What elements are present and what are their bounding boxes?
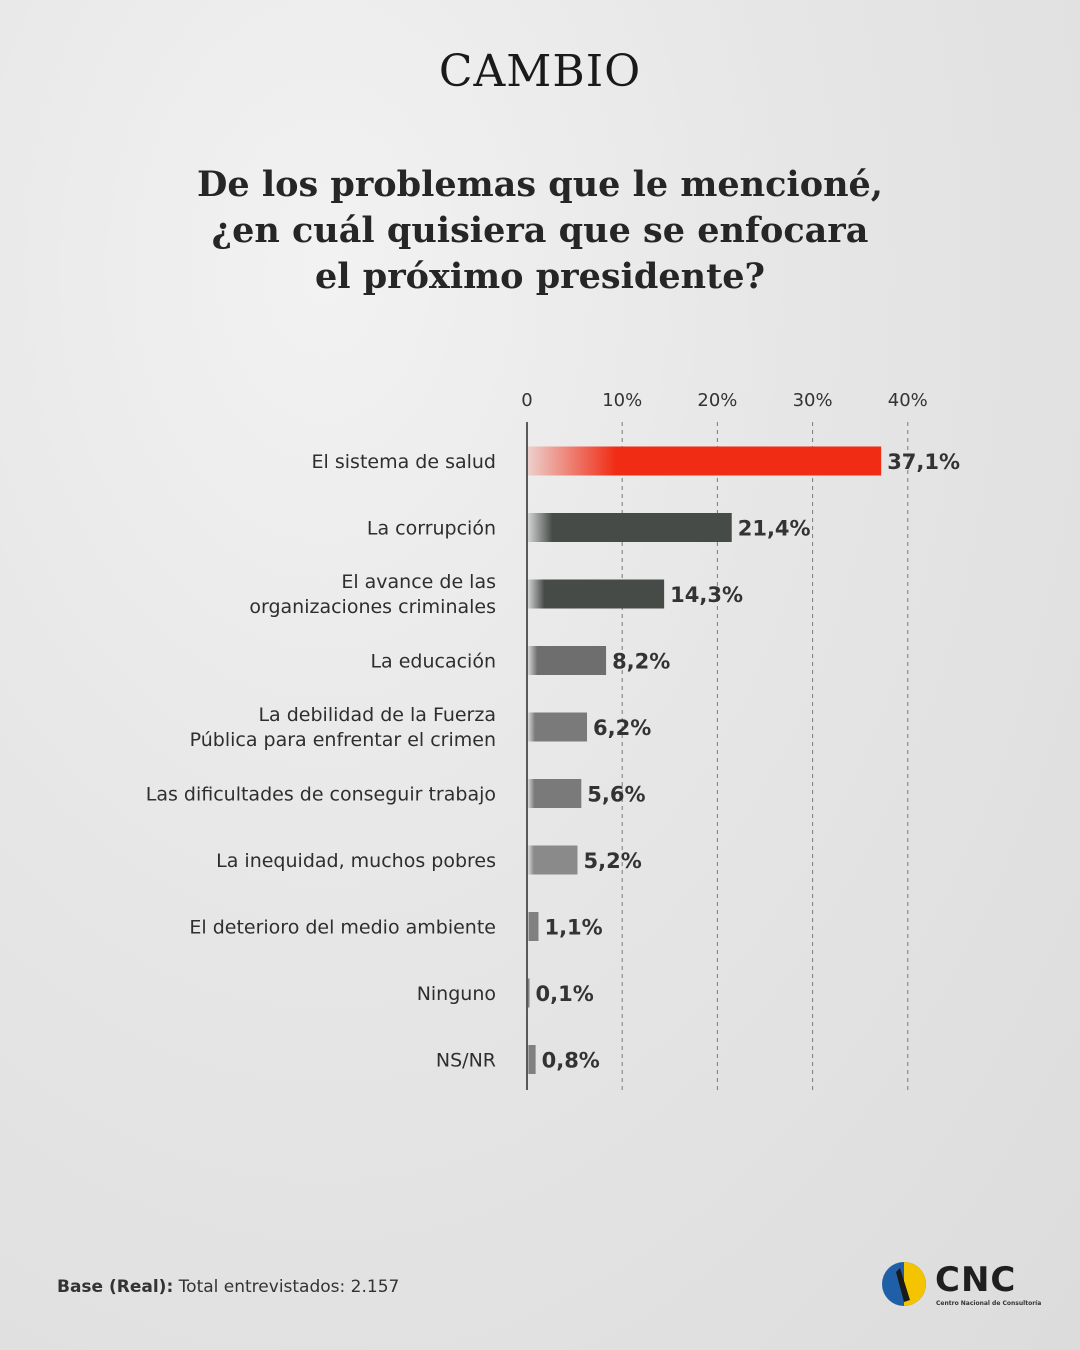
cnc-logo-subtitle: Centro Nacional de Consultoría: [936, 1300, 1042, 1307]
base-footnote: Base (Real): Total entrevistados: 2.157: [57, 1277, 399, 1297]
bar-5: [528, 779, 582, 808]
base-text: Total entrevistados: 2.157: [178, 1277, 400, 1297]
cnc-logo-name: CNC: [935, 1260, 1017, 1300]
x-tick-label-4: 40%: [888, 390, 928, 411]
category-label-2: El avance de las organizaciones criminale…: [249, 571, 496, 618]
bar-9: [528, 1045, 536, 1074]
title-line-2: ¿en cuál quisiera que se enfocara: [211, 210, 869, 251]
value-label-3: 8,2%: [612, 650, 670, 674]
bar-3: [528, 646, 607, 675]
base-label: Base (Real):: [57, 1277, 174, 1297]
category-label-9: NS/NR: [436, 1050, 496, 1072]
bar-chart: 0 10% 20% 30% 40% 37,1% El sistema de salud 21,…: [146, 390, 960, 1090]
bar-1: [528, 513, 732, 542]
chart-title: De los problemas que le mencioné, ¿en cu…: [140, 162, 940, 300]
bar-8: [528, 978, 530, 1008]
brand-logo-text: CAMBIO: [438, 46, 642, 97]
bar-4: [528, 712, 588, 742]
value-label-1: 21,4%: [738, 517, 811, 541]
category-label-6: La inequidad, muchos pobres: [216, 850, 496, 872]
x-tick-label-2: 20%: [697, 390, 737, 411]
category-label-1: La corrupción: [367, 518, 496, 540]
category-label-8: Ninguno: [417, 983, 496, 1005]
category-label-0: El sistema de salud: [312, 451, 496, 473]
bar-7: [528, 912, 539, 941]
bar-6: [528, 845, 578, 875]
value-label-6: 5,2%: [584, 849, 642, 873]
value-label-9: 0,8%: [542, 1049, 600, 1073]
category-label-7: El deterioro del medio ambiente: [189, 917, 496, 939]
bar-0: [528, 446, 882, 476]
value-label-5: 5,6%: [587, 783, 645, 807]
cnc-emblem-icon: [882, 1262, 926, 1306]
category-label-5: Las dificultades de conseguir trabajo: [146, 784, 496, 806]
x-tick-label-1: 10%: [602, 390, 642, 411]
x-tick-label-3: 30%: [793, 390, 833, 411]
value-label-8: 0,1%: [536, 982, 594, 1006]
value-label-0: 37,1%: [887, 450, 960, 474]
title-line-1: De los problemas que le mencioné,: [197, 164, 883, 205]
cnc-logo: CNC Centro Nacional de Consultoría: [880, 1258, 1041, 1318]
category-label-4: La debilidad de la Fuerza Pública para en…: [190, 704, 496, 751]
value-label-2: 14,3%: [670, 583, 743, 607]
title-line-3: el próximo presidente?: [314, 256, 766, 297]
category-label-3: La educación: [370, 651, 496, 673]
x-tick-label-0: 0: [521, 390, 532, 411]
bar-2: [528, 579, 665, 609]
value-label-7: 1,1%: [544, 916, 602, 940]
value-label-4: 6,2%: [593, 716, 651, 740]
